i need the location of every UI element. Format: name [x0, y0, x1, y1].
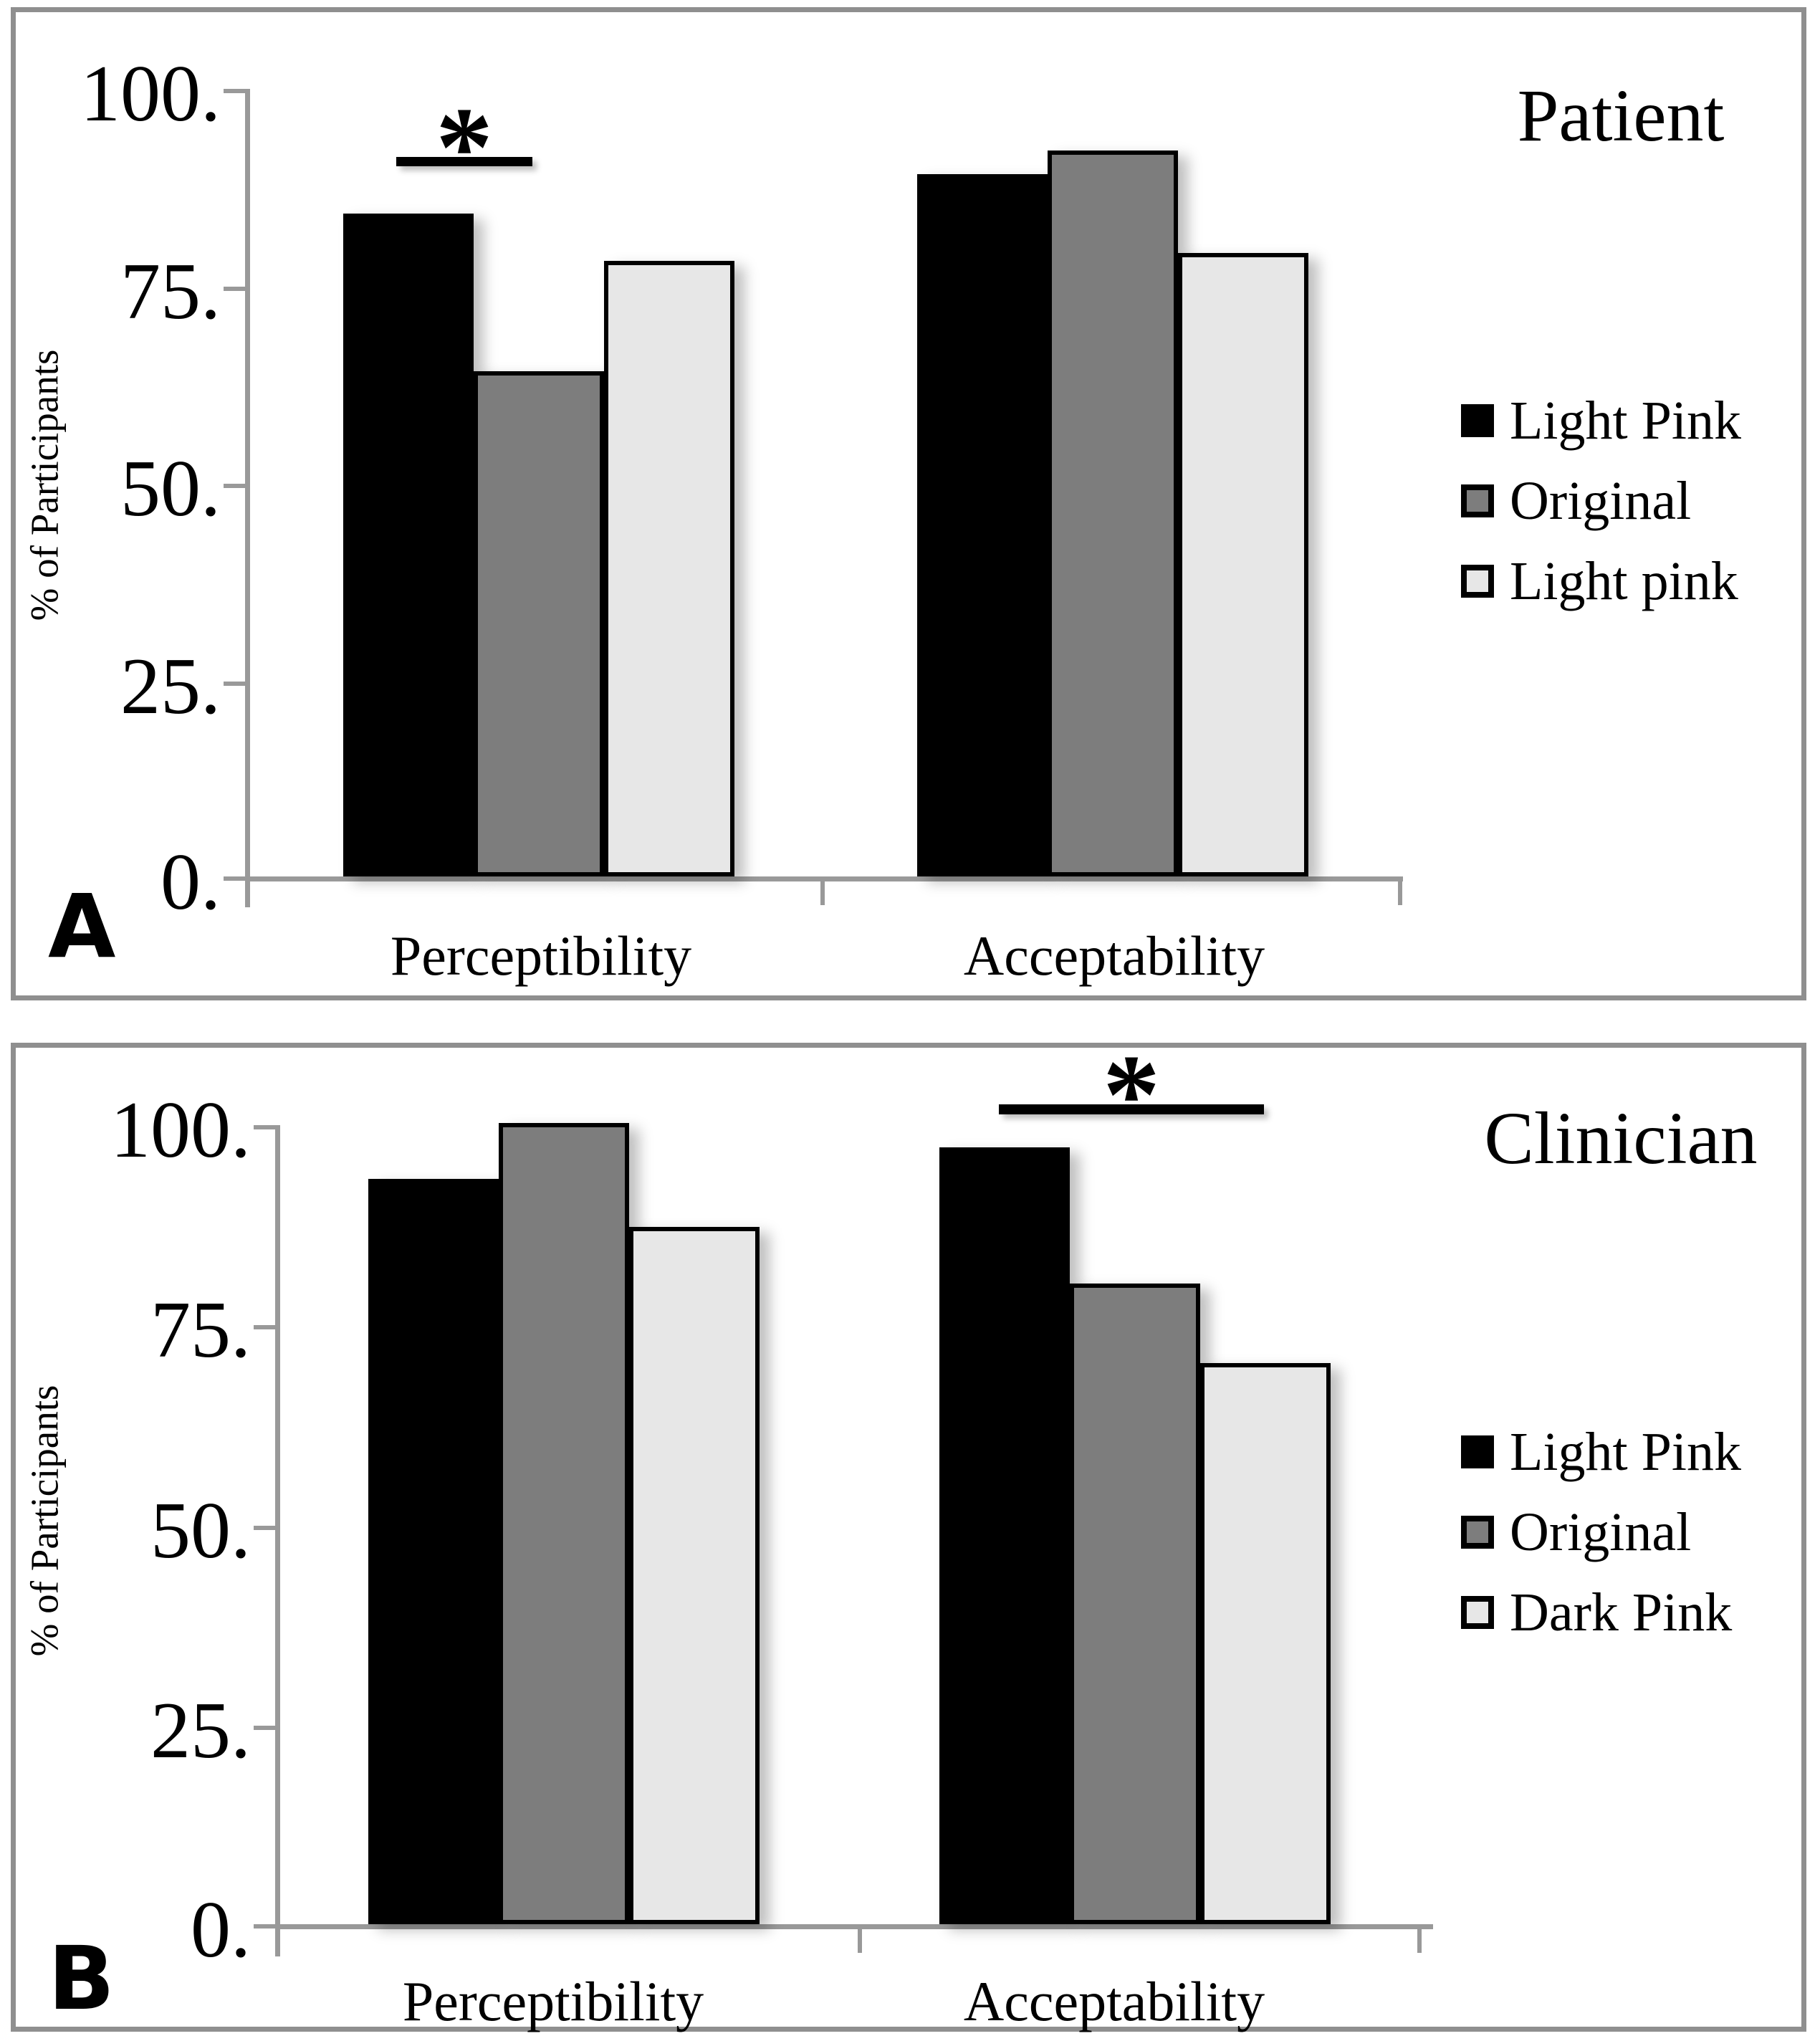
y-tick-label: 100.: [110, 1086, 251, 1175]
y-tick-50-a: [224, 484, 246, 488]
legend-item: Dark Pink: [1461, 1572, 1741, 1653]
x-tick-mid-a: [820, 879, 825, 905]
y-tick-label: 50.: [120, 444, 221, 533]
bar-b-perceptibility-light-pink: [368, 1179, 499, 1924]
legend-item: Original: [1461, 461, 1741, 541]
legend-label: Original: [1510, 471, 1692, 531]
y-tick-100-b: [254, 1125, 277, 1129]
panel-b-clinician: 100. 75. 50. 25. 0. % of Participants * …: [11, 1037, 1806, 2032]
significance-line-b: [999, 1104, 1264, 1114]
y-tick-label: 0.: [161, 838, 221, 927]
legend-label: Dark Pink: [1510, 1582, 1733, 1643]
x-axis-line-b: [275, 1924, 1433, 1929]
y-tick-label: 25.: [120, 642, 221, 731]
y-tick-label: 75.: [150, 1286, 251, 1375]
legend-swatch-black: [1461, 404, 1494, 437]
x-axis-line-a: [245, 876, 1403, 881]
legend-item: Light Pink: [1461, 1412, 1741, 1492]
bar-a-perceptibility-light-pink: [604, 261, 734, 876]
panel-letter-b: B: [48, 1928, 115, 2030]
bar-a-perceptibility-light-pink: [343, 214, 474, 876]
significance-asterisk-a: *: [436, 83, 493, 211]
bar-a-perceptibility-original: [474, 371, 604, 876]
bar-b-acceptability-dark-pink: [1200, 1363, 1331, 1924]
legend-swatch-black: [1461, 1435, 1494, 1468]
plot-area-a: 100. 75. 50. 25. 0. % of Participants * …: [16, 12, 1801, 995]
y-tick-75-b: [254, 1325, 277, 1329]
category-label-acceptability-b: Acceptability: [963, 1970, 1265, 2032]
panel-a-patient: 100. 75. 50. 25. 0. % of Participants * …: [11, 7, 1806, 1000]
bar-b-perceptibility-dark-pink: [629, 1227, 760, 1924]
plot-area-b: 100. 75. 50. 25. 0. % of Participants * …: [16, 1037, 1801, 2032]
bar-a-acceptability-light-pink: [917, 174, 1048, 876]
legend-label: Light pink: [1510, 551, 1738, 611]
y-axis-title-b: % of Participants: [22, 1385, 67, 1657]
legend-swatch-gray: [1461, 484, 1494, 517]
x-tick-end-b: [1417, 1927, 1422, 1953]
legend-item: Original: [1461, 1492, 1741, 1572]
legend-swatch-lightgray: [1461, 565, 1494, 598]
category-label-perceptibility-b: Perceptibility: [402, 1970, 704, 2032]
significance-asterisk-b: *: [1103, 1031, 1160, 1158]
legend-label: Light Pink: [1510, 1422, 1742, 1482]
bar-b-acceptability-original: [1070, 1284, 1200, 1924]
y-tick-label: 25.: [150, 1686, 251, 1775]
category-label-perceptibility-a: Perceptibility: [390, 924, 692, 987]
legend-item: Light pink: [1461, 541, 1741, 621]
y-tick-0-b: [254, 1924, 277, 1929]
significance-line-a: [396, 157, 532, 166]
legend-label: Original: [1510, 1502, 1692, 1562]
y-axis-line-a: [245, 89, 250, 907]
y-tick-75-a: [224, 287, 246, 291]
panel-title-patient: Patient: [1517, 75, 1725, 157]
y-tick-label: 50.: [150, 1486, 251, 1575]
y-tick-50-b: [254, 1526, 277, 1530]
x-tick-mid-b: [858, 1927, 862, 1953]
bar-b-acceptability-light-pink: [939, 1147, 1070, 1924]
category-label-acceptability-a: Acceptability: [963, 924, 1265, 987]
y-tick-label: 100.: [80, 49, 221, 138]
bar-a-acceptability-light-pink: [1178, 253, 1308, 876]
bar-b-perceptibility-original: [499, 1123, 629, 1924]
y-tick-100-a: [224, 89, 246, 93]
legend-swatch-gray: [1461, 1516, 1494, 1549]
panel-letter-a: A: [48, 876, 116, 978]
legend-swatch-lightgray: [1461, 1596, 1494, 1629]
y-tick-25-b: [254, 1726, 277, 1730]
panel-title-clinician: Clinician: [1484, 1097, 1758, 1180]
bar-a-acceptability-original: [1048, 150, 1178, 876]
y-tick-label: 0.: [191, 1886, 251, 1974]
x-tick-end-a: [1398, 879, 1402, 905]
y-axis-title-a: % of Participants: [22, 349, 67, 621]
y-axis-line-b: [275, 1125, 280, 1956]
legend-b: Light Pink Original Dark Pink: [1461, 1412, 1741, 1653]
y-tick-label: 75.: [120, 247, 221, 336]
legend-a: Light Pink Original Light pink: [1461, 381, 1741, 621]
y-tick-25-a: [224, 682, 246, 686]
legend-item: Light Pink: [1461, 381, 1741, 461]
legend-label: Light Pink: [1510, 391, 1742, 451]
y-tick-0-a: [224, 876, 246, 881]
